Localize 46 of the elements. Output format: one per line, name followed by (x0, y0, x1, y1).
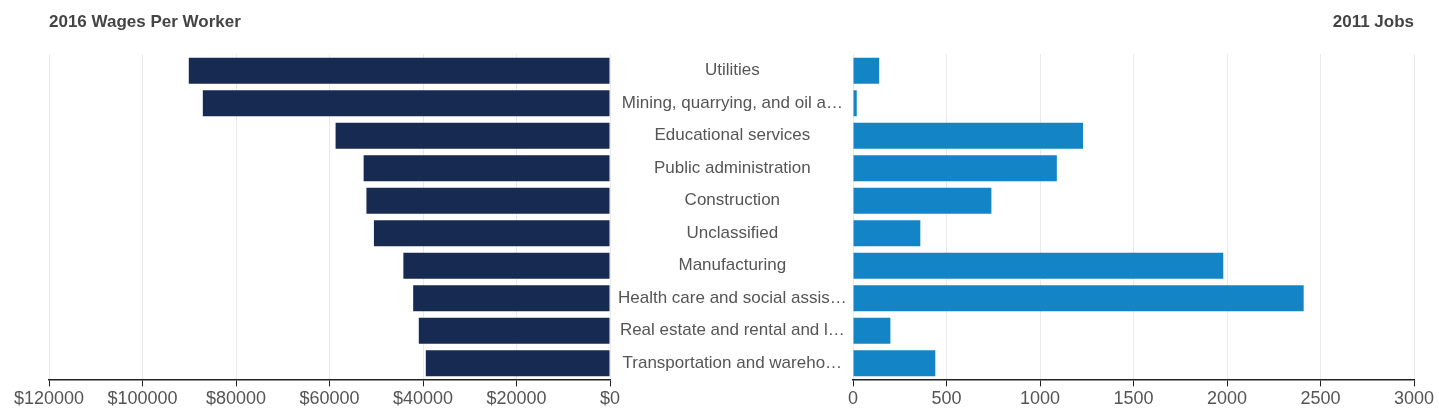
bar (853, 317, 891, 344)
x-tick-label: $20000 (486, 388, 547, 409)
x-tick-label: $40000 (392, 388, 454, 409)
bar (335, 122, 610, 149)
x-tick-label: $100000 (107, 388, 178, 409)
bar (853, 187, 992, 214)
x-tick-label: $0 (599, 388, 621, 409)
bar (853, 57, 880, 84)
bar (853, 285, 1304, 312)
x-tick-label: $120000 (13, 388, 85, 409)
bar (373, 220, 610, 247)
bar (853, 252, 1224, 279)
x-tick-label: 3000 (1393, 388, 1435, 409)
x-tick-label: 2500 (1300, 388, 1341, 409)
bar (188, 57, 610, 84)
y-tick-label: Construction (684, 190, 781, 210)
x-tick-label: $60000 (299, 388, 360, 409)
x-tick-label: 2000 (1206, 388, 1248, 409)
chart-title: 2011 Jobs (1332, 11, 1414, 31)
bar (853, 220, 921, 247)
y-tick-label: Transportation and wareho… (622, 352, 843, 372)
bar (413, 285, 610, 312)
x-tick-label: 500 (931, 388, 962, 409)
y-tick-label: Manufacturing (678, 255, 787, 275)
x-tick-label: 0 (848, 388, 859, 409)
bar (202, 90, 610, 117)
bar (425, 350, 610, 377)
bar (363, 155, 610, 182)
bar (853, 155, 1057, 182)
y-tick-label: Unclassified (686, 222, 779, 242)
bar (853, 350, 936, 377)
bar (403, 252, 610, 279)
y-tick-label: Utilities (704, 60, 760, 80)
y-tick-label: Health care and social assis… (617, 287, 847, 307)
y-tick-label: Mining, quarrying, and oil a… (621, 92, 843, 112)
y-tick-label: Educational services (654, 125, 811, 145)
x-tick-label: 1500 (1113, 388, 1154, 409)
y-tick-label: Public administration (653, 157, 811, 177)
bar (366, 187, 610, 214)
bar (853, 90, 857, 117)
bar (418, 317, 610, 344)
bar (853, 122, 1084, 149)
y-tick-label: Real estate and rental and l… (619, 320, 845, 340)
x-tick-label: $80000 (205, 388, 267, 409)
x-tick-label: 1000 (1019, 388, 1061, 409)
chart-title: 2016 Wages Per Worker (49, 11, 242, 31)
